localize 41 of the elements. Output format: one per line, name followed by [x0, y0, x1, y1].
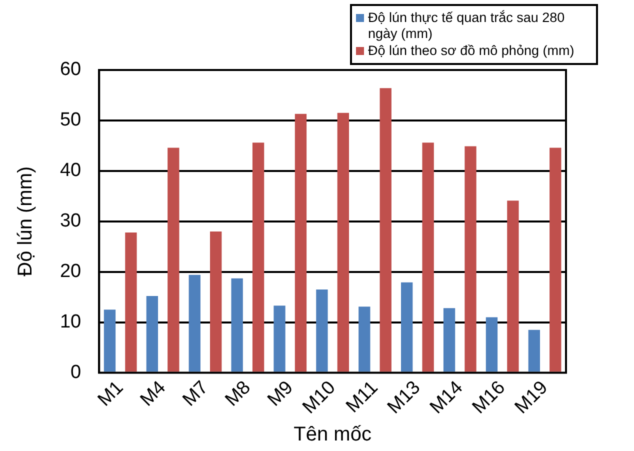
bar: [443, 308, 456, 372]
x-axis-title: Tên mốc: [294, 424, 372, 446]
bar: [274, 306, 286, 372]
bar: [337, 112, 350, 372]
bar: [146, 296, 158, 372]
y-tick-label: 40: [60, 160, 82, 182]
bar: [528, 330, 540, 372]
legend-label: Độ lún thực tế quan trắc sau 280 ngày (mm): [368, 10, 566, 42]
y-tick-label: 30: [60, 210, 82, 232]
bar: [168, 148, 180, 372]
bar: [507, 200, 519, 372]
x-tick-label: M19: [511, 377, 552, 418]
x-tick-label: M9: [264, 377, 298, 411]
bar: [294, 114, 307, 372]
y-tick-label: 50: [60, 110, 82, 131]
x-tick-label: M8: [221, 377, 255, 411]
y-tick-label: 60: [60, 59, 82, 80]
y-tick-label: 0: [70, 362, 82, 383]
bar: [464, 146, 476, 372]
bar: [422, 142, 434, 372]
bar: [316, 289, 328, 372]
legend-label: Độ lún theo sơ đồ mô phỏng (mm): [368, 43, 574, 59]
y-axis-title: Độ lún (mm): [14, 166, 37, 276]
x-tick-label: M7: [178, 377, 212, 411]
bar: [358, 306, 370, 372]
bar: [231, 278, 243, 372]
bar: [188, 274, 200, 372]
bar: [486, 317, 498, 372]
y-tick-label: 20: [60, 261, 82, 282]
x-tick-label: M1: [94, 377, 128, 411]
bar: [252, 142, 264, 372]
bar: [380, 88, 392, 372]
x-tick-label: M4: [136, 376, 170, 411]
bar: [210, 231, 222, 372]
bar: [550, 148, 562, 372]
bar: [104, 310, 116, 372]
y-tick-label: 10: [60, 312, 82, 333]
x-tick-label: M10: [298, 377, 340, 418]
bar: [125, 232, 137, 372]
bar: [401, 282, 413, 372]
x-tick-label: M11: [342, 377, 382, 418]
